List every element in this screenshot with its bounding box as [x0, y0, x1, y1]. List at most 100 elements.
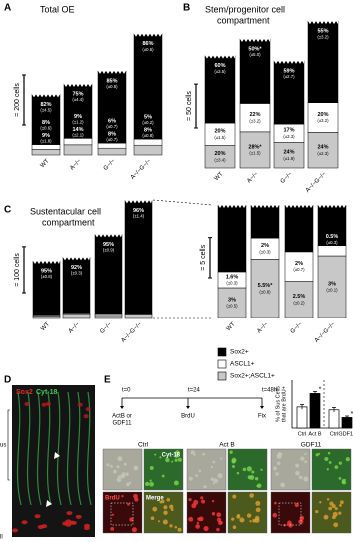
- error-label: (±0.3): [226, 281, 238, 286]
- event-label: ActB or: [112, 414, 132, 420]
- cell-spot: [260, 468, 263, 472]
- scale-label: = 100 cells: [14, 253, 21, 287]
- cell-spot: [331, 504, 336, 509]
- value-label: 95%: [103, 242, 114, 248]
- y-axis-label: % of Sus Cells: [275, 386, 281, 422]
- cell-spot: [127, 502, 130, 506]
- error-label: (±0.2): [142, 120, 154, 125]
- arrow-head: [186, 406, 190, 409]
- nucleus: [85, 407, 91, 412]
- cell-spot: [280, 482, 286, 488]
- cell-spot: [195, 474, 199, 478]
- value-label: 17%: [283, 128, 294, 134]
- cell-process: [16, 391, 22, 506]
- error-bar: [345, 415, 349, 419]
- chart-title: compartment: [42, 217, 95, 227]
- cell-spot: [334, 465, 339, 469]
- cell-spot: [212, 460, 216, 464]
- cell-spot: [149, 479, 152, 482]
- significance: *: [351, 411, 353, 418]
- channel-label: Sox2: [16, 389, 33, 396]
- nucleus: [70, 520, 77, 525]
- cell-spot: [161, 474, 165, 478]
- cell-spot: [174, 458, 178, 462]
- chart-title: Sustentacular cell: [30, 206, 101, 216]
- cell-spot: [338, 511, 342, 515]
- column-label: Ctrl: [138, 442, 149, 449]
- arrow-head: [120, 406, 124, 409]
- value-label: 2%: [261, 243, 269, 249]
- bar-segment: [31, 94, 61, 145]
- error-label: (±2.7): [283, 74, 295, 79]
- bar-segment: [97, 147, 127, 156]
- error-label: (±1.9): [283, 156, 295, 161]
- bar-break: [124, 198, 153, 204]
- event-label: BrdU: [181, 414, 195, 420]
- arrowhead: [54, 452, 60, 459]
- bar-segment: [97, 70, 127, 144]
- channel-label: Cyt-18: [36, 389, 58, 396]
- cell-spot: [318, 452, 321, 455]
- cell-spot: [216, 527, 220, 532]
- value-label: 50%*: [248, 46, 262, 52]
- bar-break: [250, 203, 280, 208]
- cell-process: [86, 391, 92, 506]
- error-label: (±1.8): [40, 139, 52, 144]
- bar-break: [217, 203, 247, 208]
- error-label: (±0.3): [71, 271, 83, 276]
- bar-segment: [133, 138, 163, 146]
- bar-break: [31, 92, 61, 98]
- legend-label: Sox2+;ASCL1+: [230, 373, 275, 380]
- error-label: (±3.5): [214, 69, 226, 74]
- x-tick-label: WT: [214, 171, 225, 182]
- cell-spot: [332, 515, 336, 520]
- panel-label: C: [4, 205, 11, 216]
- time-label: t=0: [122, 388, 131, 394]
- roi-box: [110, 502, 134, 526]
- cell-spot: [133, 493, 138, 499]
- cell-spot: [125, 472, 129, 477]
- error-label: (±3.2): [249, 118, 261, 123]
- cell-spot: [315, 453, 319, 457]
- cell-spot: [338, 476, 342, 480]
- nucleus: [83, 414, 89, 419]
- chart-title: compartment: [217, 15, 270, 25]
- bar-segment: [273, 142, 305, 169]
- bar: [296, 406, 308, 429]
- bar-segment: [32, 316, 61, 319]
- bar-break: [94, 232, 123, 238]
- cell-spot: [339, 500, 344, 505]
- cell-spot: [246, 513, 252, 518]
- arrowhead: [46, 500, 52, 507]
- cell-spot: [212, 482, 215, 485]
- cell-spot: [169, 524, 173, 528]
- time-label: t=24: [188, 388, 201, 394]
- error-bar: [300, 404, 304, 410]
- cell-spot: [111, 513, 114, 516]
- bar-break: [62, 255, 91, 261]
- cell-spot: [113, 469, 117, 474]
- value-label: 96%: [133, 208, 144, 214]
- cell-spot: [110, 527, 115, 531]
- nucleus: [21, 520, 28, 525]
- cell-process: [56, 391, 62, 506]
- cell-spot: [217, 473, 223, 479]
- error-label: (±1.2): [72, 119, 84, 124]
- panel-label: B: [183, 3, 190, 14]
- nucleus: [34, 514, 41, 519]
- panel-label: A: [4, 3, 11, 14]
- error-label: (±0.8): [142, 133, 154, 138]
- bar-break: [239, 37, 271, 42]
- layer-bracket: [7, 409, 10, 481]
- bar-segment: [204, 55, 236, 124]
- value-label: 28%*: [248, 144, 262, 150]
- error-label: (±0.3): [326, 240, 338, 245]
- bar-segment: [31, 149, 61, 156]
- bar-segment: [284, 281, 314, 318]
- error-label: (±0.7): [293, 267, 305, 272]
- cell-spot: [299, 515, 305, 521]
- zoom-connector: [152, 199, 213, 206]
- cell-spot: [315, 510, 319, 514]
- cell-spot: [300, 456, 305, 461]
- error-label: (±0.8): [41, 274, 53, 279]
